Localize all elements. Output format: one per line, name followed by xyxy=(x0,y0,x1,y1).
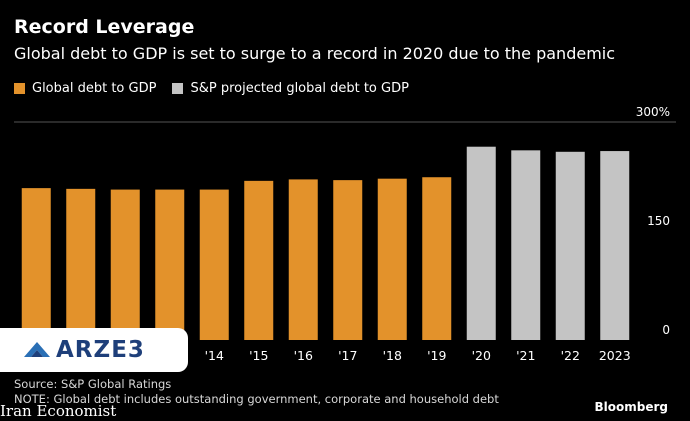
bloomberg-logo: Bloomberg xyxy=(594,400,669,414)
x-tick-label: '16 xyxy=(294,348,313,363)
footer-note: NOTE: Global debt includes outstanding g… xyxy=(14,392,499,406)
bar-projected xyxy=(511,150,541,340)
bar-projected xyxy=(555,151,585,340)
arzee-logo-text: ARZE3 xyxy=(56,337,145,363)
x-tick-label: 2023 xyxy=(599,348,631,363)
bar-actual xyxy=(199,189,229,340)
x-tick-label: '22 xyxy=(561,348,580,363)
y-tick-label: 0 xyxy=(662,323,670,337)
legend-swatch-projected xyxy=(172,83,184,94)
bar-projected xyxy=(466,146,496,340)
chart-legend: Global debt to GDP S&P projected global … xyxy=(14,81,425,96)
chart-title: Record Leverage xyxy=(14,16,195,38)
bar-actual xyxy=(244,180,274,340)
bar-actual xyxy=(288,179,318,340)
bar-actual xyxy=(21,188,51,340)
legend-swatch-actual xyxy=(14,83,25,94)
x-tick-label: '21 xyxy=(516,348,535,363)
x-tick-label: '18 xyxy=(383,348,402,363)
x-tick-label: '20 xyxy=(472,348,491,363)
y-tick-label: 150 xyxy=(647,214,670,228)
legend-item-actual: Global debt to GDP xyxy=(14,81,156,96)
y-tick-label: 300% xyxy=(636,105,670,119)
legend-label-actual: Global debt to GDP xyxy=(32,81,157,96)
arzee-watermark: ARZE3 xyxy=(0,328,188,372)
legend-item-projected: S&P projected global debt to GDP xyxy=(172,81,409,96)
legend-label-projected: S&P projected global debt to GDP xyxy=(190,81,409,96)
bar-actual xyxy=(422,177,452,340)
site-watermark: Iran Economist xyxy=(0,402,117,420)
bar-actual xyxy=(333,180,363,340)
bar-projected xyxy=(600,151,630,340)
x-tick-label: '14 xyxy=(205,348,224,363)
chart-subtitle: Global debt to GDP is set to surge to a … xyxy=(14,44,616,63)
footer-source: Source: S&P Global Ratings xyxy=(14,377,172,391)
bar-actual xyxy=(66,188,96,340)
x-tick-label: '15 xyxy=(249,348,268,363)
bar-actual xyxy=(110,189,140,340)
bar-actual xyxy=(377,178,407,340)
x-tick-label: '17 xyxy=(338,348,357,363)
arzee-logo-icon xyxy=(24,342,50,357)
bar-actual xyxy=(155,189,185,340)
x-tick-label: '19 xyxy=(427,348,446,363)
